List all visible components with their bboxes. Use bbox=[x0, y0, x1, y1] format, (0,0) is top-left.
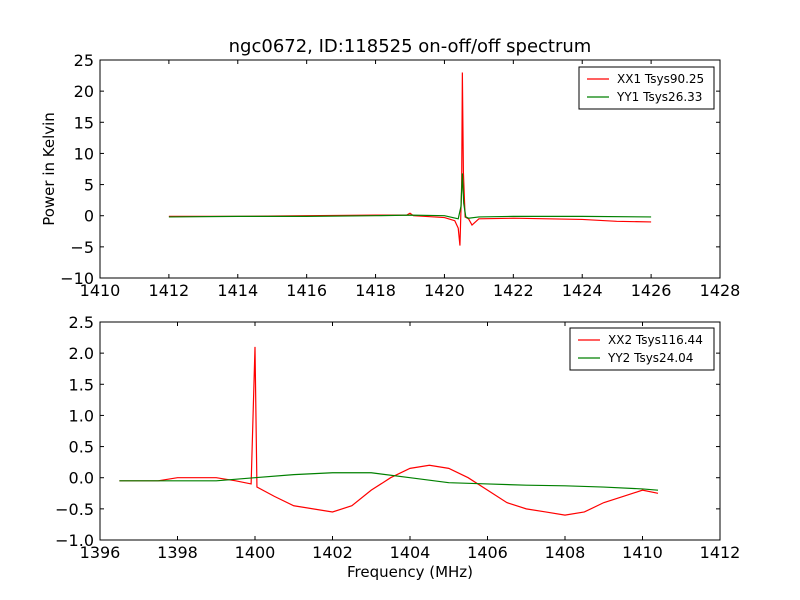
series-line-yy1 bbox=[168, 173, 652, 220]
x-tick-label: 1412 bbox=[149, 281, 190, 300]
x-tick-label: 1426 bbox=[631, 281, 672, 300]
y-tick-label: 2.5 bbox=[69, 313, 94, 332]
y-tick-label: 15 bbox=[74, 113, 94, 132]
x-tick-label: 1404 bbox=[390, 543, 431, 562]
legend-entry: YY2 Tsys24.04 bbox=[607, 351, 693, 365]
x-tick-label: 1428 bbox=[700, 281, 741, 300]
y-tick-label: 1.5 bbox=[69, 375, 94, 394]
series-line-xx2 bbox=[119, 346, 659, 516]
legend-entry: XX2 Tsys116.44 bbox=[608, 333, 703, 347]
x-tick-label: 1422 bbox=[493, 281, 534, 300]
top-plot-panel: 1410 1412 1414 1416 1418 1420 1422 1424 1426 1428… bbox=[40, 36, 740, 300]
legend-entry: XX1 Tsys90.25 bbox=[617, 72, 704, 86]
legend-box bbox=[578, 66, 715, 110]
y-tick-label: 5 bbox=[84, 176, 94, 195]
y-tick-label: 0 bbox=[84, 207, 94, 226]
y-tick-label: 0.5 bbox=[69, 438, 94, 457]
x-tick-label: 1396 bbox=[80, 543, 121, 562]
x-tick-label: 1410 bbox=[80, 281, 121, 300]
y-tick-label: −10 bbox=[60, 269, 94, 288]
x-tick-label: 1414 bbox=[217, 281, 258, 300]
y-tick-label: 25 bbox=[74, 51, 94, 70]
x-tick-label: 1420 bbox=[424, 281, 465, 300]
x-axis-label: Frequency (MHz) bbox=[347, 563, 473, 581]
y-tick-label: 2.0 bbox=[69, 344, 94, 363]
bottom-plot-panel: 1396 1398 1400 1402 1404 1406 1408 1410 1412 −1.0… bbox=[55, 313, 740, 581]
y-axis-label: Power in Kelvin bbox=[40, 112, 58, 226]
x-tick-label: 1402 bbox=[312, 543, 353, 562]
legend: XX2 Tsys116.44 YY2 Tsys24.04 bbox=[569, 327, 715, 371]
x-tick-label: 1418 bbox=[355, 281, 396, 300]
y-tick-label: −0.5 bbox=[55, 500, 94, 519]
y-tick-label: 10 bbox=[74, 144, 94, 163]
series-line-yy2 bbox=[119, 472, 659, 491]
x-tick-label: 1398 bbox=[157, 543, 198, 562]
legend-entry: YY1 Tsys26.33 bbox=[616, 90, 702, 104]
y-tick-label: −5 bbox=[70, 238, 94, 257]
y-tick-label: 20 bbox=[74, 82, 94, 101]
x-tick-label: 1412 bbox=[700, 543, 741, 562]
x-tick-label: 1408 bbox=[545, 543, 586, 562]
y-tick-label: −1.0 bbox=[55, 531, 94, 550]
legend: XX1 Tsys90.25 YY1 Tsys26.33 bbox=[578, 66, 715, 110]
plot-frame bbox=[99, 59, 721, 279]
chart-title: ngc0672, ID:118525 on-off/off spectrum bbox=[229, 36, 592, 57]
x-tick-label: 1400 bbox=[235, 543, 276, 562]
x-tick-label: 1410 bbox=[622, 543, 663, 562]
x-tick-label: 1416 bbox=[286, 281, 327, 300]
y-tick-label: 1.0 bbox=[69, 406, 94, 425]
x-tick-label: 1424 bbox=[562, 281, 603, 300]
y-tick-label: 0.0 bbox=[69, 469, 94, 488]
legend-box bbox=[569, 327, 715, 371]
x-tick-label: 1406 bbox=[467, 543, 508, 562]
